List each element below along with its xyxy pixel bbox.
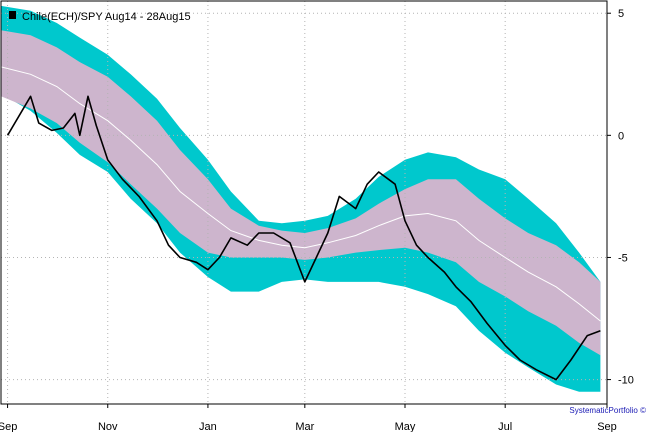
x-tick-label-0: Sep: [0, 421, 17, 432]
legend-swatch: [9, 11, 16, 19]
legend: Chile(ECH)/SPY Aug14 - 28Aug15: [9, 11, 191, 23]
y-tick-label-2: -5: [618, 252, 628, 264]
credit-text: SystematicPortfolio ©: [569, 406, 646, 415]
center-line: [1, 66, 601, 322]
x-tick-label-4: May: [395, 421, 416, 432]
outer-band: [1, 5, 601, 392]
x-tick-label-3: Mar: [295, 421, 314, 432]
x-tick-label-2: Jan: [199, 421, 217, 432]
x-tick-label-5: Jul: [498, 421, 512, 432]
x-axis: Sep Nov Jan Mar May Jul Sep: [0, 404, 617, 432]
x-tick-label-6: Sep: [597, 421, 617, 432]
lines-layer: [1, 66, 601, 381]
inner-band: [1, 30, 601, 356]
plot-clip-group: [1, 1, 608, 404]
y-axis: 5 0 -5 -10: [607, 8, 634, 387]
y-tick-label-1: 0: [618, 130, 624, 142]
x-tick-label-1: Nov: [98, 421, 118, 432]
legend-label: Chile(ECH)/SPY Aug14 - 28Aug15: [22, 11, 191, 23]
plot-frame: [0, 0, 608, 405]
bands-layer: [1, 5, 601, 392]
y-tick-label-3: -10: [618, 375, 634, 387]
price-line: [6, 95, 601, 381]
y-tick-label-0: 5: [618, 8, 624, 20]
